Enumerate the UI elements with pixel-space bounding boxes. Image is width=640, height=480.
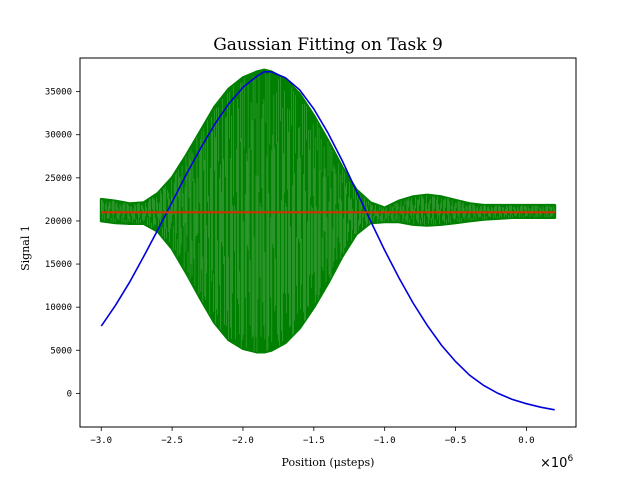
y-tick-label: 35000 bbox=[45, 88, 72, 98]
plot-area bbox=[99, 68, 557, 411]
y-tick-label: 20000 bbox=[45, 217, 72, 227]
x-tick-label: 0.0 bbox=[518, 436, 534, 446]
y-tick-label: 15000 bbox=[45, 260, 72, 270]
x-tick-label: −2.0 bbox=[232, 436, 254, 446]
x-axis-offset-label: ×106 bbox=[540, 454, 573, 471]
x-axis-offset-exponent: 6 bbox=[567, 454, 573, 464]
gaussian-fit-line bbox=[100, 71, 555, 411]
y-tick-label: 30000 bbox=[45, 131, 72, 141]
y-axis-label: Signal 1 bbox=[19, 225, 32, 271]
x-tick-label: −2.5 bbox=[161, 436, 183, 446]
x-tick-label: −3.0 bbox=[90, 436, 112, 446]
x-axis-ticks: −3.0 −2.5 −2.0 −1.5 −1.0 −0.5 0.0 bbox=[90, 427, 535, 446]
chart-title: Gaussian Fitting on Task 9 bbox=[213, 35, 443, 55]
x-tick-label: −1.5 bbox=[303, 436, 325, 446]
x-tick-label: −0.5 bbox=[445, 436, 467, 446]
axes-frame bbox=[79, 57, 577, 428]
x-axis-offset-base: ×10 bbox=[540, 456, 567, 471]
y-tick-label: 10000 bbox=[45, 303, 72, 313]
x-tick-label: −1.0 bbox=[374, 436, 396, 446]
y-tick-label: 25000 bbox=[45, 174, 72, 184]
x-axis-label: Position (μsteps) bbox=[282, 456, 375, 469]
y-tick-label: 5000 bbox=[50, 346, 72, 356]
y-tick-label: 0 bbox=[67, 389, 72, 399]
y-axis-ticks: 0 5000 10000 15000 20000 25000 30000 35000 bbox=[45, 88, 80, 399]
